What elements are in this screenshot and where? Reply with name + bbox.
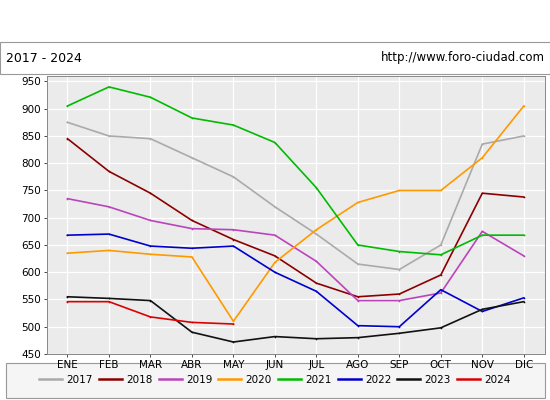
Text: Evolucion del paro registrado en La Bisbal d'Empordà: Evolucion del paro registrado en La Bisb… [79,13,471,29]
Text: http://www.foro-ciudad.com: http://www.foro-ciudad.com [381,52,544,64]
Legend: 2017, 2018, 2019, 2020, 2021, 2022, 2023, 2024: 2017, 2018, 2019, 2020, 2021, 2022, 2023… [35,371,515,389]
Text: 2017 - 2024: 2017 - 2024 [6,52,81,64]
Bar [6,363,544,398]
